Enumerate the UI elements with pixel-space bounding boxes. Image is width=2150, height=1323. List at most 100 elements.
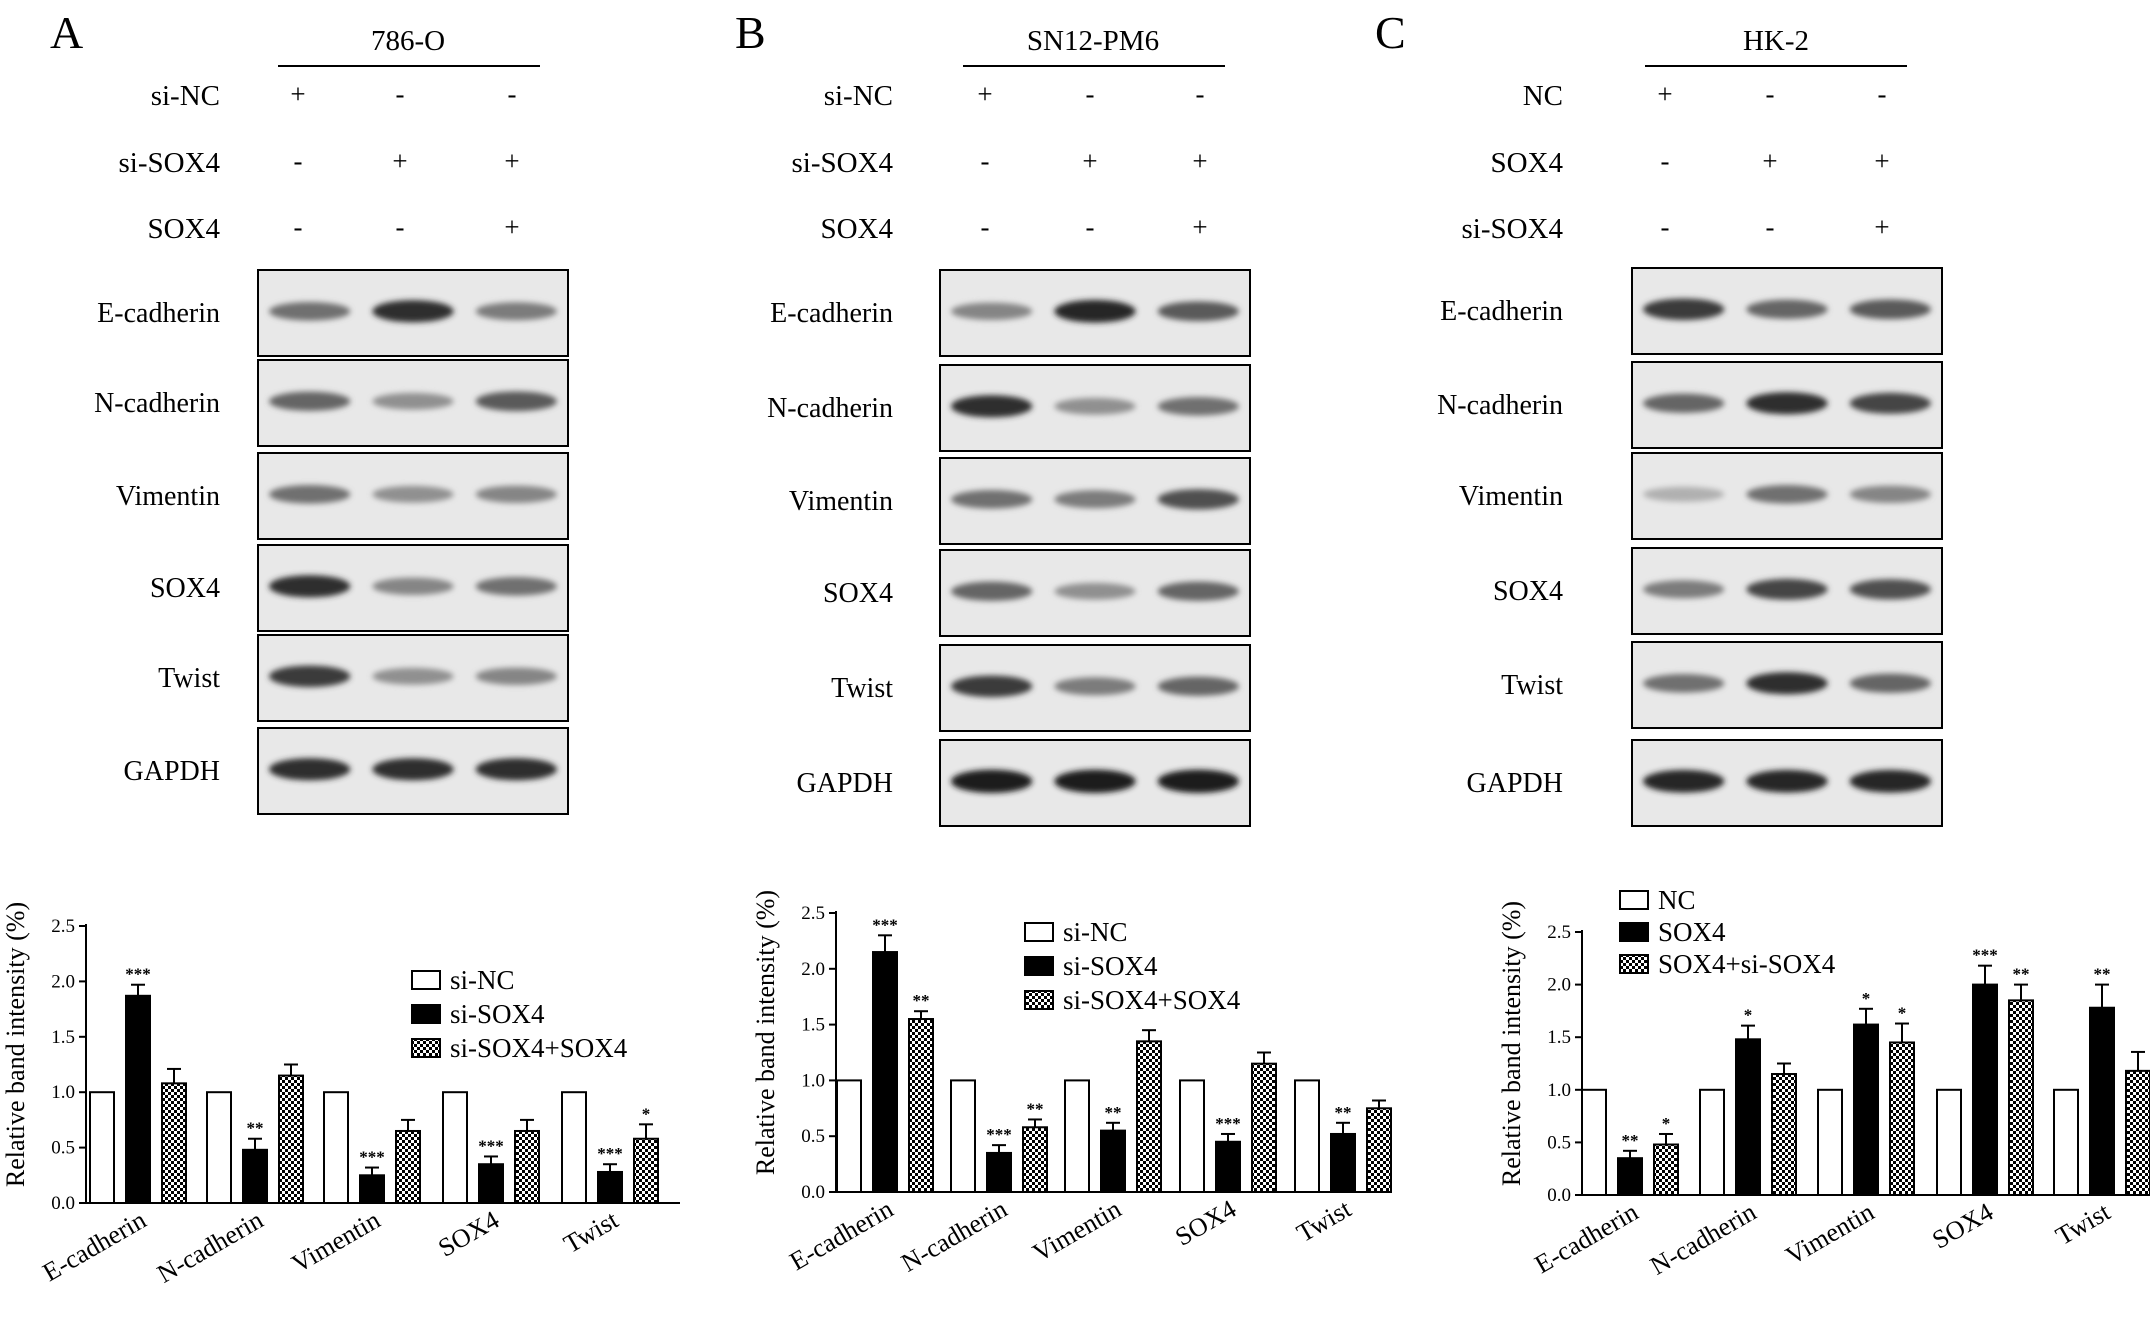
legend-swatch [1024, 922, 1054, 942]
blot-band [951, 581, 1033, 601]
legend-label: SOX4+si-SOX4 [1658, 949, 1836, 979]
blot-band [951, 395, 1033, 418]
legend-label: SOX4 [1658, 917, 1726, 947]
western-blot-twist [939, 644, 1251, 732]
blot-band [269, 758, 351, 781]
blot-label: GAPDH [797, 768, 893, 799]
western-blot-vimentin [1631, 452, 1943, 540]
blot-band [1054, 769, 1136, 793]
x-tick-label: N-cadherin [896, 1194, 1012, 1278]
treatment-sign: - [294, 146, 303, 176]
treatment-sign: - [294, 212, 303, 242]
bar [1936, 1088, 1962, 1197]
treatment-sign: + [1657, 79, 1672, 109]
bar [478, 1163, 504, 1204]
bar [161, 1082, 187, 1205]
y-axis-label: Relative band intensity (%) [1497, 901, 1526, 1186]
cell-line-title: SN12-PM6 [1027, 25, 1159, 57]
blot-label: E-cadherin [97, 298, 220, 329]
treatment-sign: - [981, 212, 990, 242]
bar [1179, 1079, 1205, 1194]
legend-label: si-NC [450, 965, 515, 995]
treatment-sign: - [1661, 146, 1670, 176]
treatment-sign: + [1192, 212, 1207, 242]
significance-mark: *** [125, 965, 151, 984]
blot-label: N-cadherin [94, 388, 220, 419]
blot-label: E-cadherin [1440, 296, 1563, 327]
y-tick-label: 1.0 [51, 1082, 75, 1103]
significance-mark: *** [1215, 1114, 1241, 1133]
bar [2008, 999, 2034, 1196]
blot-label: SOX4 [1493, 576, 1563, 607]
legend-swatch [1024, 956, 1054, 976]
significance-mark: ** [2094, 965, 2111, 984]
bar [1889, 1041, 1915, 1196]
treatment-sign: + [1874, 212, 1889, 242]
y-axis-label: Relative band intensity (%) [1, 902, 30, 1187]
bar [1653, 1143, 1679, 1197]
treatment-label: si-SOX4 [1461, 213, 1563, 245]
blot-band [1746, 299, 1828, 319]
blot-band [1849, 579, 1932, 600]
bar [206, 1091, 232, 1204]
y-tick-label: 2.5 [801, 903, 825, 924]
x-tick-label: Twist [559, 1205, 624, 1259]
blot-band [1157, 489, 1240, 510]
y-tick-label: 2.5 [1547, 922, 1571, 943]
bar [278, 1074, 304, 1204]
bar [242, 1148, 268, 1205]
blot-band [1849, 485, 1932, 503]
blot-band [475, 758, 557, 781]
treatment-label: si-NC [824, 80, 893, 112]
x-tick-label: Twist [1292, 1194, 1357, 1248]
legend-swatch [411, 1038, 441, 1058]
western-blot-e-cadherin [257, 269, 569, 357]
significance-mark: ** [2013, 965, 2030, 984]
blot-label: SOX4 [150, 573, 220, 604]
blot-band [1643, 580, 1725, 599]
bar [1581, 1088, 1607, 1197]
bar-chart-C: 0.0 0.5 1.0 1.5 2.0 2.5 Relative band intensit… [1497, 885, 2150, 1281]
significance-mark: *** [1972, 946, 1998, 965]
bar [514, 1129, 540, 1204]
significance-mark: ** [247, 1119, 264, 1138]
x-tick-label: E-cadherin [785, 1194, 898, 1276]
significance-mark: *** [597, 1144, 623, 1163]
bar [1735, 1038, 1761, 1196]
blot-band [1643, 769, 1725, 793]
x-tick-label: SOX4 [1927, 1197, 1998, 1255]
western-blot-gapdh [257, 727, 569, 815]
x-tick-label: N-cadherin [152, 1205, 268, 1289]
western-blot-gapdh [939, 739, 1251, 827]
x-tick-label: SOX4 [1170, 1194, 1241, 1252]
legend-label: si-SOX4+SOX4 [1063, 985, 1241, 1015]
y-tick-label: 1.5 [801, 1015, 825, 1036]
legend-label: si-NC [1063, 917, 1128, 947]
western-blot-vimentin [257, 452, 569, 540]
x-tick-label: Vimentin [1028, 1194, 1126, 1267]
western-blot-vimentin [939, 457, 1251, 545]
blot-band [372, 300, 454, 323]
significance-mark: ** [1335, 1103, 1352, 1122]
blot-band [372, 392, 454, 410]
western-blot-n-cadherin [257, 359, 569, 447]
blot-band [269, 575, 351, 598]
significance-mark: * [1662, 1114, 1671, 1133]
y-tick-label: 0.5 [1547, 1132, 1571, 1153]
blot-band [951, 769, 1033, 793]
blot-band [1849, 392, 1932, 414]
significance-mark: ** [1622, 1131, 1639, 1150]
bar [1251, 1062, 1277, 1194]
blot-label: N-cadherin [767, 393, 893, 424]
treatment-sign: - [1661, 212, 1670, 242]
blot-band [269, 665, 351, 688]
x-tick-label: Vimentin [287, 1205, 385, 1278]
treatment-label: NC [1523, 80, 1563, 112]
treatment-sign: - [508, 79, 517, 109]
treatment-sign: + [1082, 146, 1097, 176]
y-tick-label: 2.0 [801, 959, 825, 980]
bar [950, 1079, 976, 1194]
treatment-sign: + [1192, 146, 1207, 176]
x-tick-label: SOX4 [433, 1205, 504, 1263]
